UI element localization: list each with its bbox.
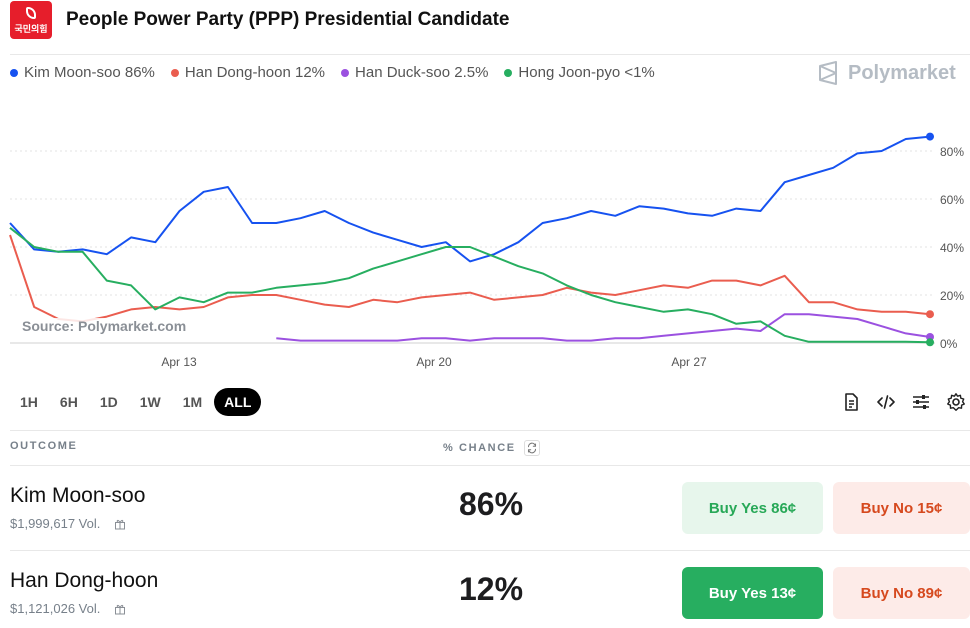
header: 국민의힘 People Power Party (PPP) Presidenti… — [10, 0, 509, 40]
legend-dot — [10, 68, 18, 77]
leaf-icon — [26, 7, 36, 19]
legend-item-hong: Hong Joon-pyo <1% — [504, 64, 655, 81]
series-line-kim-moon-soo — [9, 135, 931, 263]
timeframe-selector: 1H 6H 1D 1W 1M ALL — [10, 388, 263, 416]
document-icon[interactable] — [841, 392, 861, 412]
sliders-icon[interactable] — [911, 392, 931, 412]
y-tick-label: 40% — [940, 241, 964, 255]
outcome-volume: $1,999,617 Vol. — [10, 516, 126, 531]
divider — [10, 550, 970, 551]
brand-name: Polymarket — [848, 61, 956, 84]
outcome-volume: $1,121,026 Vol. — [10, 601, 126, 616]
party-logo: 국민의힘 — [10, 1, 52, 39]
outcome-chance: 86% — [458, 486, 524, 522]
y-tick-label: 20% — [940, 289, 964, 303]
code-icon[interactable] — [876, 392, 896, 412]
legend-label: Han Duck-soo 2.5% — [355, 64, 489, 81]
series-line-hong-joon-pyo — [9, 227, 931, 344]
gear-icon[interactable] — [946, 392, 966, 412]
timeframe-1h[interactable]: 1H — [20, 394, 38, 410]
volume-value: $1,999,617 Vol. — [10, 516, 101, 531]
outcome-row-kim: Kim Moon-soo $1,999,617 Vol. 86% Buy Yes… — [0, 466, 970, 551]
timeframe-1w[interactable]: 1W — [139, 394, 161, 410]
gift-icon[interactable] — [114, 518, 126, 530]
legend-item-kim: Kim Moon-soo 86% — [10, 64, 155, 81]
buy-no-button[interactable]: Buy No 15¢ — [833, 482, 970, 534]
legend-dot — [341, 68, 350, 77]
y-tick-label: 0% — [940, 337, 958, 351]
price-chart[interactable]: 80% 60% 40% 20% 0% Apr 13 Apr 20 Apr 27 — [0, 110, 970, 375]
legend-label: Kim Moon-soo 86% — [24, 64, 155, 81]
chance-header-label: % CHANCE — [443, 441, 516, 454]
series-endpoint-han-dong-hoon — [926, 310, 934, 319]
y-tick-label: 60% — [940, 193, 964, 207]
x-tick-label: Apr 20 — [416, 355, 452, 369]
page-title: People Power Party (PPP) Presidential Ca… — [66, 9, 510, 30]
logo-text: 국민의힘 — [14, 24, 48, 34]
buy-yes-button[interactable]: Buy Yes 13¢ — [682, 567, 823, 619]
legend-label: Han Dong-hoon 12% — [184, 64, 326, 81]
chance-header: % CHANCE — [443, 440, 541, 456]
legend-dot — [504, 68, 513, 77]
series-endpoint-hong-joon-pyo — [926, 338, 934, 347]
timeframe-1m[interactable]: 1M — [182, 394, 203, 410]
series-line-han-duck-soo — [276, 313, 931, 342]
divider — [10, 465, 970, 466]
legend-dot — [170, 68, 179, 77]
buy-no-button[interactable]: Buy No 89¢ — [833, 567, 970, 619]
gift-icon[interactable] — [114, 603, 126, 615]
outcome-header: OUTCOME — [10, 440, 78, 452]
polymarket-logo-icon — [819, 61, 837, 85]
legend-label: Hong Joon-pyo <1% — [518, 64, 655, 81]
outcome-row-han: Han Dong-hoon $1,121,026 Vol. 12% Buy Ye… — [0, 551, 970, 628]
timeframe-1d[interactable]: 1D — [99, 394, 118, 410]
series-endpoint-kim-moon-soo — [926, 132, 934, 141]
chart-tools — [826, 392, 966, 412]
divider — [10, 54, 970, 55]
series-line-han-dong-hoon — [9, 234, 931, 323]
y-tick-label: 80% — [940, 145, 964, 159]
outcome-name[interactable]: Kim Moon-soo — [10, 484, 146, 507]
x-tick-label: Apr 27 — [671, 355, 707, 369]
timeframe-all[interactable]: ALL — [214, 388, 262, 416]
polymarket-brand: Polymarket — [816, 61, 956, 85]
x-tick-label: Apr 13 — [161, 355, 197, 369]
volume-value: $1,121,026 Vol. — [10, 601, 101, 616]
divider — [10, 430, 970, 431]
outcome-name[interactable]: Han Dong-hoon — [10, 569, 159, 592]
legend-item-han-duck-soo: Han Duck-soo 2.5% — [341, 64, 488, 81]
outcome-chance: 12% — [458, 571, 524, 607]
buy-yes-button[interactable]: Buy Yes 86¢ — [682, 482, 823, 534]
chart-legend: Kim Moon-soo 86% Han Dong-hoon 12% Han D… — [10, 64, 671, 81]
refresh-icon[interactable] — [524, 440, 541, 456]
legend-item-han-dong-hoon: Han Dong-hoon 12% — [170, 64, 326, 81]
chart-source: Source: Polymarket.com — [20, 318, 189, 334]
timeframe-6h[interactable]: 6H — [59, 394, 78, 410]
